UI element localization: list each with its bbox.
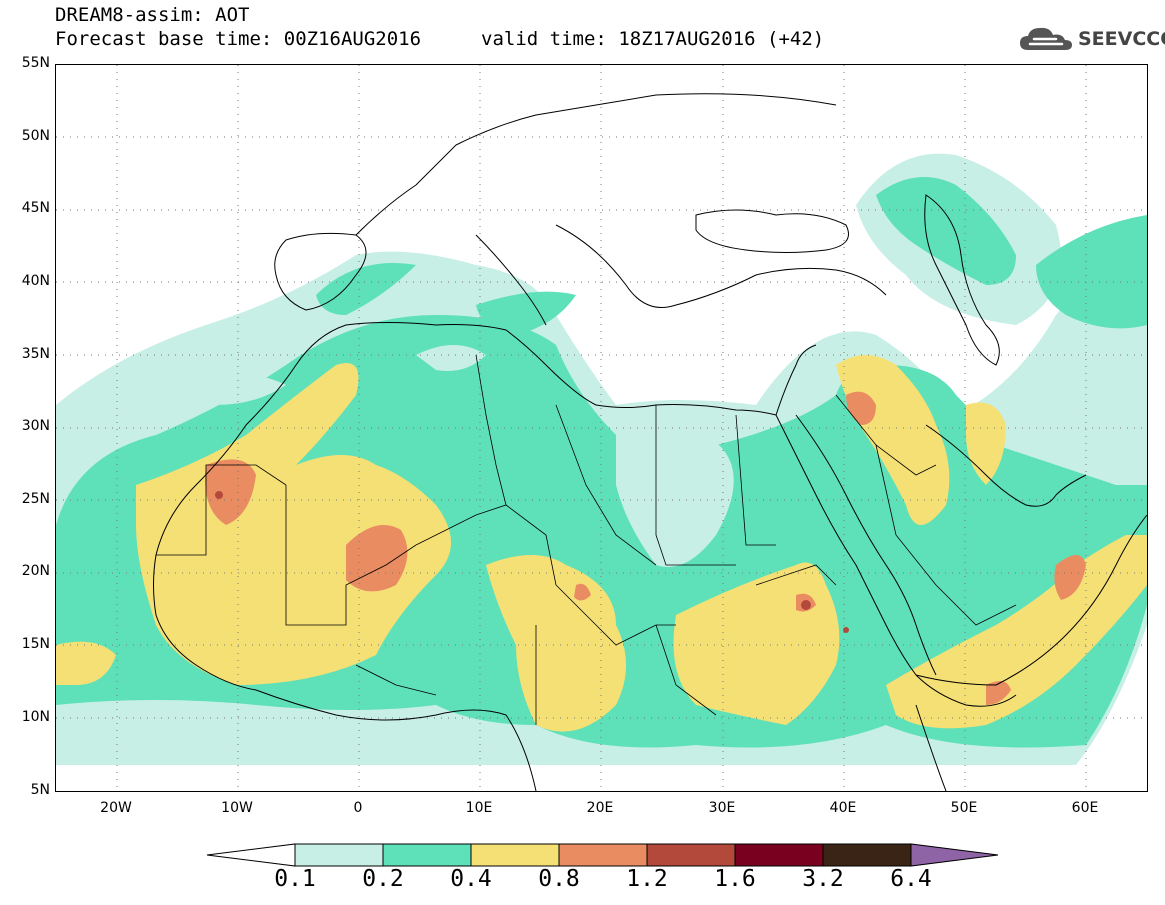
logo-text: SEEVCCC (1078, 28, 1165, 50)
colorbar-bin-4 (558, 843, 648, 867)
lat-label-5n: 5N (30, 782, 50, 798)
lon-label-10w: 10W (221, 800, 253, 816)
colorbar-bin-6 (734, 843, 824, 867)
lat-label-15n: 15N (21, 636, 50, 652)
lat-label-25n: 25N (21, 491, 50, 507)
colorbar-label-0.8: 0.8 (538, 866, 580, 892)
valid-time: valid time: 18Z17AUG2016 (+42) (481, 28, 825, 50)
lat-label-55n: 55N (21, 55, 50, 71)
colorbar-label-3.2: 3.2 (802, 866, 844, 892)
map-area (55, 64, 1148, 792)
lat-label-50n: 50N (21, 128, 50, 144)
aot-field-level-3 (56, 355, 1147, 732)
colorbar-bin-5 (646, 843, 736, 867)
colorbar (206, 843, 999, 867)
lat-label-40n: 40N (21, 273, 50, 289)
lat-label-30n: 30N (21, 418, 50, 434)
colorbar-bin-2 (382, 843, 472, 867)
colorbar-under-arrow (206, 843, 296, 867)
lat-label-35n: 35N (21, 346, 50, 362)
colorbar-label-0.4: 0.4 (450, 866, 492, 892)
lon-label-40e: 40E (829, 800, 857, 816)
colorbar-over-arrow (910, 843, 999, 867)
seevccc-logo: SEEVCCC (1018, 24, 1165, 54)
aot-field-level-1-inner (196, 345, 734, 567)
country-borders (156, 354, 1017, 725)
colorbar-label-0.1: 0.1 (274, 866, 316, 892)
coastlines (153, 93, 1147, 791)
lon-label-50e: 50E (950, 800, 978, 816)
colorbar-label-6.4: 6.4 (890, 866, 932, 892)
aot-map (56, 65, 1147, 791)
aot-field-level-5 (215, 491, 849, 633)
lon-label-60e: 60E (1071, 800, 1099, 816)
lon-label-20w: 20W (100, 800, 132, 816)
lon-label-0: 0 (353, 800, 363, 816)
lat-label-45n: 45N (21, 200, 50, 216)
aot-field-level-4 (205, 391, 1086, 705)
colorbar-label-1.6: 1.6 (714, 866, 756, 892)
colorbar-label-1.2: 1.2 (626, 866, 668, 892)
forecast-base-time: Forecast base time: 00Z16AUG2016 (55, 28, 422, 50)
colorbar-bin-1 (294, 843, 384, 867)
colorbar-bin-3 (470, 843, 560, 867)
map-subtitle: Forecast base time: 00Z16AUG2016 valid ti… (55, 28, 824, 50)
map-title: DREAM8-assim: AOT (55, 4, 250, 26)
colorbar-bin-7 (822, 843, 912, 867)
lon-label-10e: 10E (465, 800, 493, 816)
lon-label-20e: 20E (586, 800, 614, 816)
cloud-icon (1020, 27, 1072, 50)
lon-label-30e: 30E (708, 800, 736, 816)
colorbar-label-0.2: 0.2 (362, 866, 404, 892)
lat-label-10n: 10N (21, 709, 50, 725)
lat-label-20n: 20N (21, 563, 50, 579)
